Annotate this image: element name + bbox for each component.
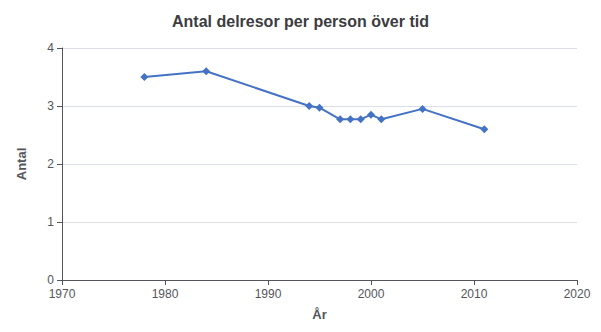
- svg-text:2010: 2010: [461, 287, 488, 301]
- svg-text:2: 2: [47, 157, 54, 171]
- svg-text:År: År: [312, 307, 326, 322]
- svg-text:4: 4: [47, 41, 54, 55]
- svg-text:1990: 1990: [255, 287, 282, 301]
- svg-text:3: 3: [47, 99, 54, 113]
- svg-text:Antal delresor per person över: Antal delresor per person över tid: [172, 13, 429, 30]
- svg-text:0: 0: [47, 273, 54, 287]
- svg-text:Antal: Antal: [14, 148, 29, 181]
- svg-text:1980: 1980: [152, 287, 179, 301]
- svg-text:1970: 1970: [49, 287, 76, 301]
- svg-text:2020: 2020: [564, 287, 591, 301]
- svg-text:2000: 2000: [358, 287, 385, 301]
- svg-text:1: 1: [47, 215, 54, 229]
